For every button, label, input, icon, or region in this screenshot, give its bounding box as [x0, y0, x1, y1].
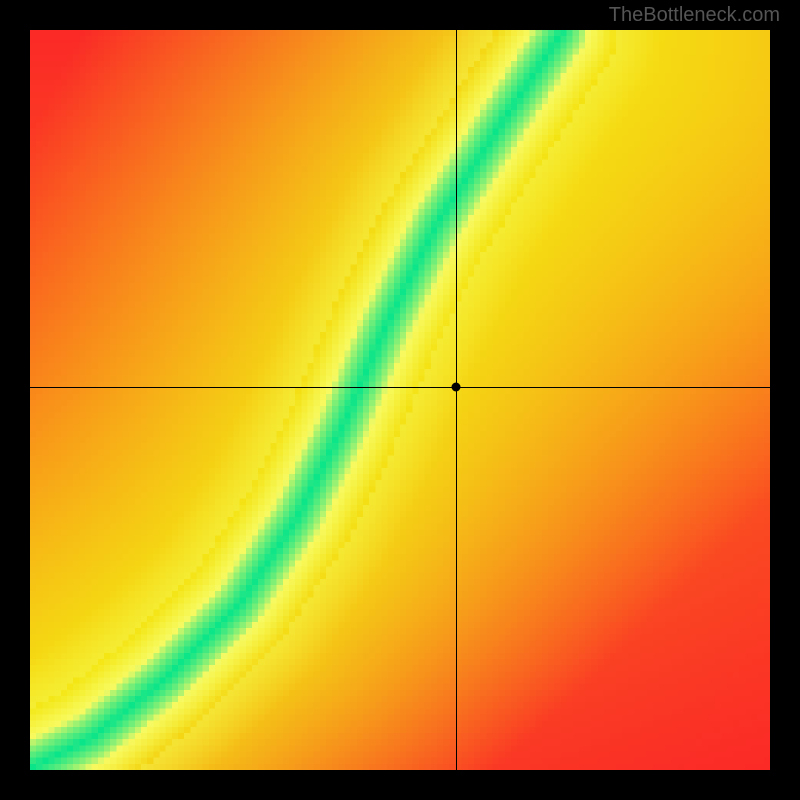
crosshair-horizontal: [30, 387, 770, 388]
heatmap-canvas: [30, 30, 770, 770]
bottleneck-heatmap: [30, 30, 770, 770]
crosshair-marker: [451, 382, 460, 391]
crosshair-vertical: [456, 30, 457, 770]
watermark-text: TheBottleneck.com: [609, 4, 780, 27]
